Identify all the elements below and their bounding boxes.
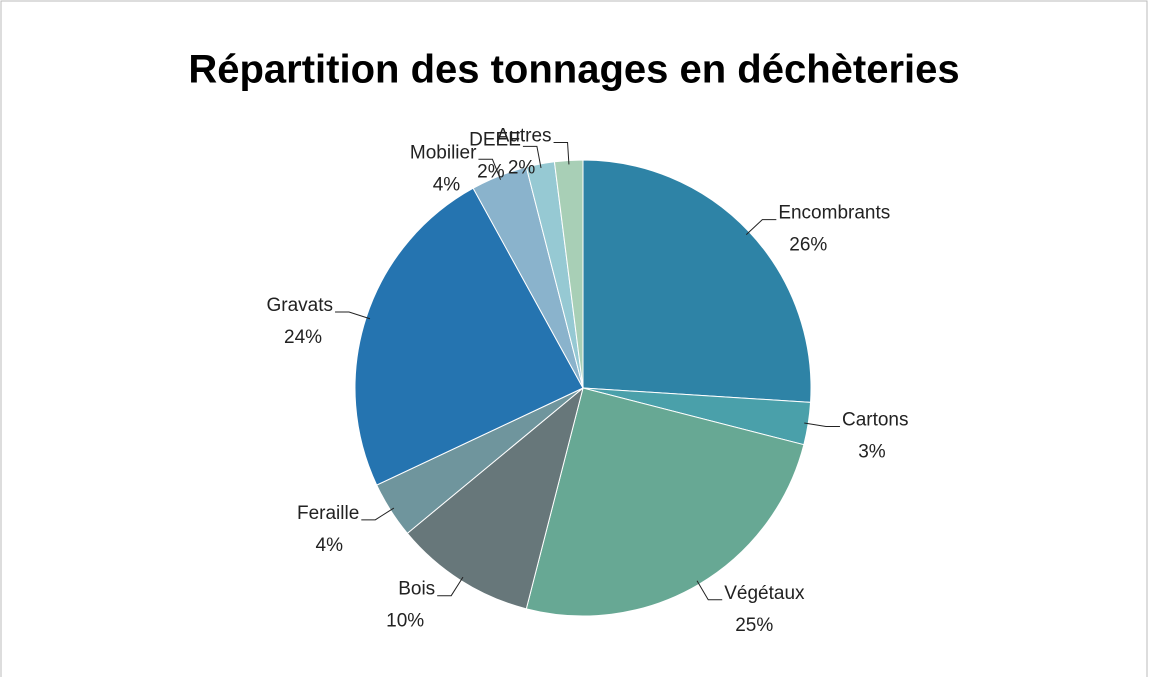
leader-line: [745, 219, 777, 236]
slice-value-label: 10%: [386, 611, 424, 632]
slice-label: Cartons: [842, 409, 909, 430]
leader-line: [437, 576, 464, 597]
leader-line: [804, 422, 840, 427]
slice-value-label: 2%: [477, 161, 505, 182]
leader-line: [361, 507, 395, 521]
leader-line: [553, 141, 570, 165]
slice-label: Encombrants: [778, 203, 890, 224]
pie-slice: [582, 159, 812, 403]
slice-value-label: 26%: [789, 235, 827, 256]
slice-label: Feraille: [297, 503, 359, 524]
slice-value-label: 2%: [508, 158, 536, 179]
chart-title: Répartition des tonnages en déchèteries: [188, 48, 959, 92]
slice-value-label: 25%: [735, 615, 773, 636]
leader-line: [335, 311, 371, 320]
slice-label: DEEE: [469, 129, 521, 150]
slice-value-label: 24%: [284, 327, 322, 348]
slice-value-label: 4%: [316, 535, 344, 556]
slice-label: Végétaux: [724, 583, 805, 604]
leader-line: [522, 145, 542, 169]
slice-label: Gravats: [267, 295, 334, 316]
slice-value-label: 3%: [858, 441, 886, 462]
slice-label: Mobilier: [410, 142, 477, 163]
slice-label: Bois: [398, 579, 435, 600]
slice-value-label: 4%: [433, 174, 461, 195]
leader-line: [478, 158, 502, 180]
slice-label: Autres: [497, 126, 552, 147]
leader-line: [696, 580, 723, 601]
